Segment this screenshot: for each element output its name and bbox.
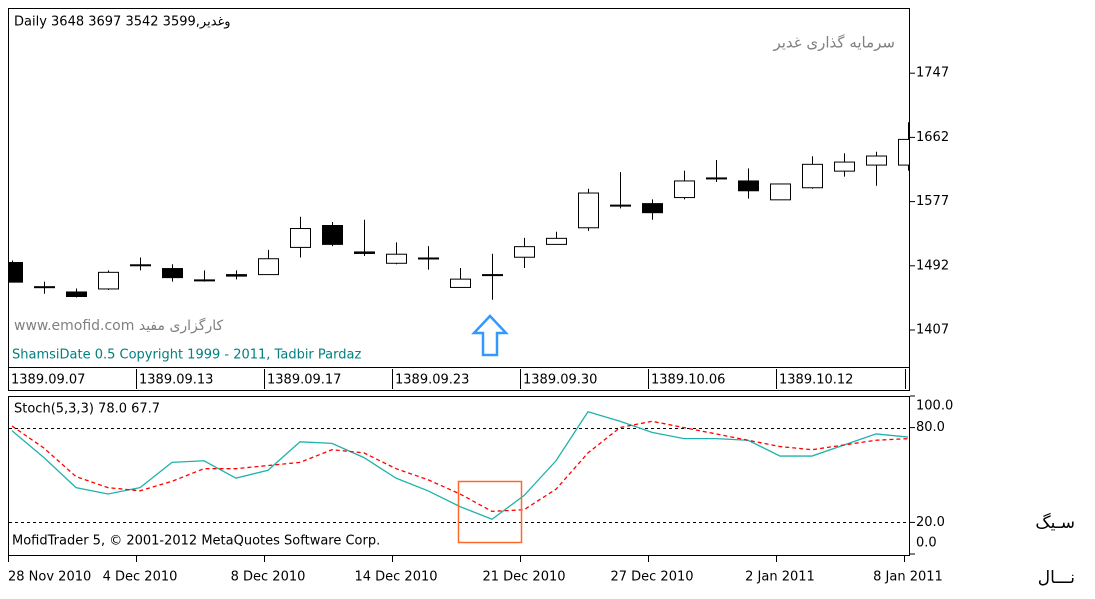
y-tick-label: 20.0 bbox=[916, 515, 945, 530]
x-tick-label: 2 Jan 2011 bbox=[745, 570, 815, 585]
candle-body bbox=[738, 180, 759, 192]
candle-body bbox=[226, 274, 247, 277]
candle-body bbox=[482, 274, 503, 277]
stoch-line bbox=[11, 411, 909, 520]
candle-body bbox=[354, 251, 375, 254]
candle-body bbox=[610, 204, 631, 207]
candle-body bbox=[450, 278, 471, 288]
candle-body bbox=[258, 258, 279, 276]
y-tick-label: 1747 bbox=[916, 66, 949, 81]
candle-body bbox=[546, 237, 567, 245]
broker-text: www.emofid.com کارگزاری مفید bbox=[14, 317, 223, 334]
stoch-copyright: MofidTrader 5, © 2001-2012 MetaQuotes So… bbox=[12, 534, 380, 549]
chart-title: وغدير,Daily 3648 3697 3542 3599 bbox=[14, 15, 231, 30]
x-tick-label: 1389.09.07 bbox=[11, 373, 85, 388]
x-tick-label: 1389.10.12 bbox=[779, 373, 853, 388]
x-tick-label: 28 Nov 2010 bbox=[8, 570, 91, 585]
candle-body bbox=[386, 253, 407, 264]
candle-body bbox=[9, 262, 23, 283]
candle-body bbox=[834, 161, 855, 172]
candle-body bbox=[162, 268, 183, 279]
candle-body bbox=[290, 228, 311, 248]
candle-body bbox=[34, 286, 55, 289]
y-tick-label: 1407 bbox=[916, 322, 949, 337]
stoch-title: Stoch(5,3,3) 78.0 67.7 bbox=[14, 402, 160, 417]
stoch-line bbox=[11, 420, 909, 512]
y-tick-label: 1577 bbox=[916, 194, 949, 209]
x-tick-label: 1389.10.06 bbox=[651, 373, 725, 388]
copyright-text: ShamsiDate 0.5 Copyright 1999 - 2011, Ta… bbox=[12, 348, 361, 363]
candle-body bbox=[514, 246, 535, 258]
y-tick-label: 80.0 bbox=[916, 420, 945, 435]
y-tick-label: 0.0 bbox=[916, 536, 937, 551]
candle-body bbox=[674, 180, 695, 199]
x-tick-label: 27 Dec 2010 bbox=[610, 570, 693, 585]
x-tick-label: 1389.09.17 bbox=[267, 373, 341, 388]
x-tick-label: 14 Dec 2010 bbox=[354, 570, 437, 585]
x-tick-label: 21 Dec 2010 bbox=[482, 570, 565, 585]
candle-body bbox=[578, 192, 599, 229]
candle-body bbox=[866, 155, 887, 166]
candle-body bbox=[770, 183, 791, 201]
y-tick-label: 1662 bbox=[916, 130, 949, 145]
side-text: سـیگ bbox=[1035, 512, 1075, 533]
x-tick-label: 8 Jan 2011 bbox=[873, 570, 943, 585]
candle-body bbox=[322, 225, 343, 245]
candle-body bbox=[418, 257, 439, 260]
candle-body bbox=[98, 271, 119, 290]
x-tick-label: 1389.09.30 bbox=[523, 373, 597, 388]
candle-body bbox=[642, 203, 663, 214]
x-tick-label: 1389.09.23 bbox=[395, 373, 469, 388]
candle-body bbox=[898, 138, 909, 166]
side-text: نـــال bbox=[1038, 568, 1075, 588]
candle-body bbox=[130, 264, 151, 267]
y-tick-label: 1492 bbox=[916, 258, 949, 273]
candle-body bbox=[706, 177, 727, 180]
price-panel bbox=[8, 8, 910, 391]
y-tick-label: 100.0 bbox=[916, 399, 953, 414]
signal-arrow bbox=[471, 314, 509, 357]
x-tick-label: 4 Dec 2010 bbox=[103, 570, 178, 585]
signal-box bbox=[457, 480, 523, 544]
candle-body bbox=[802, 163, 823, 189]
x-tick-label: 8 Dec 2010 bbox=[231, 570, 306, 585]
candle-body bbox=[66, 291, 87, 298]
watermark: سرمایه گذاری غدیر bbox=[772, 34, 895, 52]
candle-body bbox=[194, 279, 215, 282]
x-tick-label: 1389.09.13 bbox=[139, 373, 213, 388]
